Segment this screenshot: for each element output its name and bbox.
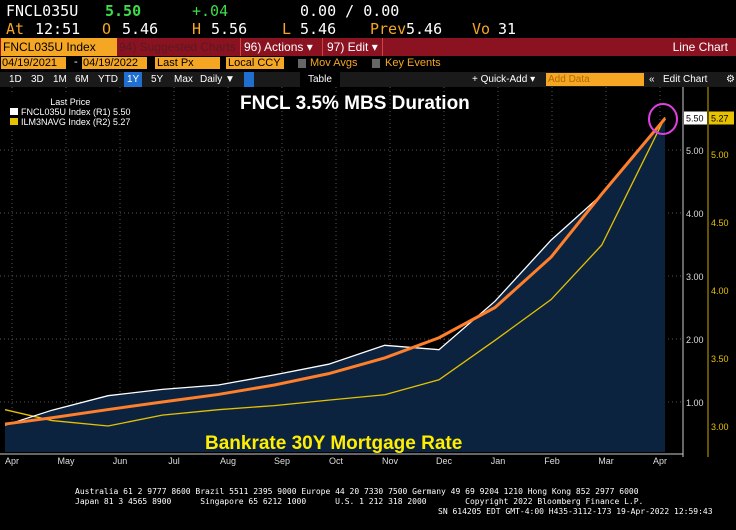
at-label: At (6, 20, 25, 38)
x-tick-label: Dec (436, 456, 453, 466)
last-price: 5.50 (105, 2, 142, 20)
prev-label: Prev (370, 20, 407, 38)
r2-tick-label: 4.00 (711, 286, 729, 296)
x-tick-label: Aug (220, 456, 236, 466)
r1-tick-label: 1.00 (686, 398, 704, 408)
suggested-charts-button[interactable]: 94) Suggested Charts (119, 40, 236, 54)
r1-tick-label: 2.00 (686, 335, 704, 345)
net-change: +.04 (192, 2, 229, 20)
date-separator: - (74, 56, 78, 68)
series-line-ilm3navg (4, 116, 666, 427)
actions-menu[interactable]: 96) Actions ▾ (240, 38, 316, 56)
period-3d[interactable]: 3D (31, 74, 44, 85)
r2-tick-label: 3.00 (711, 422, 729, 432)
ticker: FNCL035U (6, 2, 79, 20)
period-1d[interactable]: 1D (9, 74, 22, 85)
gear-icon[interactable]: ⚙ (726, 74, 735, 85)
high: 5.56 (211, 20, 248, 38)
high-label: H (192, 20, 202, 38)
volume: 31 (498, 20, 517, 38)
edit-chart-button[interactable]: Edit Chart (663, 74, 708, 85)
highlight-circle (648, 103, 678, 135)
x-tick-label: Apr (653, 456, 667, 466)
vol-label: Vo (472, 20, 491, 38)
legend-label: ILM3NAVG Index (R2) 5.27 (21, 117, 131, 127)
r1-tick-label: 3.00 (686, 272, 704, 282)
x-tick-label: Jan (491, 456, 506, 466)
end-date[interactable]: 04/19/2022 (82, 57, 147, 69)
r1-last-badge (684, 111, 707, 125)
open: 5.46 (122, 20, 159, 38)
legend-item-r2: ILM3NAVG Index (R2) 5.27 (10, 117, 131, 127)
frequency-select[interactable]: Daily ▼ (200, 74, 235, 85)
line-chart-icon[interactable] (244, 72, 254, 87)
r2-last-value: 5.27 (711, 114, 729, 124)
period-ytd[interactable]: YTD (98, 74, 118, 85)
legend: Last Price FNCL035U Index (R1) 5.50 ILM3… (6, 95, 135, 129)
x-tick-label: Jul (168, 456, 180, 466)
x-tick-label: Sep (274, 456, 290, 466)
x-tick-label: Oct (329, 456, 344, 466)
period-bar: Table Daily ▼ + Quick-Add ▾ Add Data « E… (0, 72, 736, 87)
currency-select[interactable]: Local CCY (226, 57, 284, 69)
legend-swatch-white (10, 108, 18, 115)
bid-ask: 0.00 / 0.00 (300, 2, 400, 20)
series-line-fncl035u (4, 118, 666, 426)
security-field[interactable]: FNCL035U Index (1, 38, 117, 56)
period-1m[interactable]: 1M (53, 74, 67, 85)
footer-line-1: Australia 61 2 9777 8600 Brazil 5511 239… (75, 487, 639, 496)
open-label: O (102, 20, 112, 38)
collapse-icon[interactable]: « (649, 74, 655, 85)
legend-title: Last Price (50, 97, 91, 107)
add-data-input[interactable]: Add Data (546, 73, 644, 86)
legend-label: FNCL035U Index (R1) 5.50 (21, 107, 131, 117)
footer-line-2: Japan 81 3 4565 8900 Singapore 65 6212 1… (75, 497, 644, 506)
legend-swatch-yellow (10, 118, 18, 125)
time: 12:51 (35, 20, 81, 38)
x-tick-label: Feb (544, 456, 560, 466)
table-button-bg (300, 72, 340, 87)
chart-title: FNCL 3.5% MBS Duration (240, 93, 470, 114)
edit-menu[interactable]: 97) Edit ▾ (322, 38, 383, 56)
mov-avgs-label[interactable]: Mov Avgs (310, 57, 358, 69)
low: 5.46 (300, 20, 337, 38)
range-bar: 04/19/2021 - 04/19/2022 Last Px Local CC… (0, 56, 736, 72)
legend-item-r1: FNCL035U Index (R1) 5.50 (10, 107, 131, 117)
chart-type-label: Line Chart (672, 40, 728, 54)
period-6m[interactable]: 6M (75, 74, 89, 85)
mortgage-annotation: Bankrate 30Y Mortgage Rate (205, 433, 463, 454)
mov-avgs-checkbox[interactable] (298, 59, 306, 68)
r2-tick-label: 4.50 (711, 218, 729, 228)
period-1y[interactable]: 1Y (124, 72, 143, 87)
r1-last-value: 5.50 (686, 114, 704, 124)
chart-area[interactable]: 1.00 2.00 3.00 4.00 5.00 3.00 3.50 4.00 4.50 5.00… (0, 87, 736, 467)
chart-toolbar: FNCL035U Index 94) Suggested Charts 96) … (0, 38, 736, 56)
trend-curve (4, 117, 667, 426)
r2-tick-label: 5.00 (711, 150, 729, 160)
x-tick-label: Nov (382, 456, 399, 466)
x-tick-label: Mar (598, 456, 614, 466)
r1-tick-label: 4.00 (686, 209, 704, 219)
key-events-checkbox[interactable] (372, 59, 380, 68)
x-tick-label: May (57, 456, 75, 466)
r1-tick-label: 5.00 (686, 146, 704, 156)
x-tick-label: Jun (113, 456, 128, 466)
period-5y[interactable]: 5Y (151, 74, 164, 85)
r2-tick-label: 3.50 (711, 354, 729, 364)
prev: 5.46 (406, 20, 443, 38)
low-label: L (282, 20, 292, 38)
quick-add-button[interactable]: + Quick-Add ▾ (472, 74, 536, 85)
table-button[interactable]: Table (308, 74, 332, 85)
x-tick-label: Apr (5, 456, 19, 466)
period-max[interactable]: Max (174, 74, 193, 85)
key-events-label[interactable]: Key Events (385, 57, 441, 69)
footer-line-3: SN 614205 EDT GMT-4:00 H435-3112-173 19-… (438, 507, 713, 516)
start-date[interactable]: 04/19/2021 (1, 57, 66, 69)
field-select[interactable]: Last Px (155, 57, 220, 69)
series-area (5, 118, 665, 452)
r2-last-badge (709, 111, 734, 125)
